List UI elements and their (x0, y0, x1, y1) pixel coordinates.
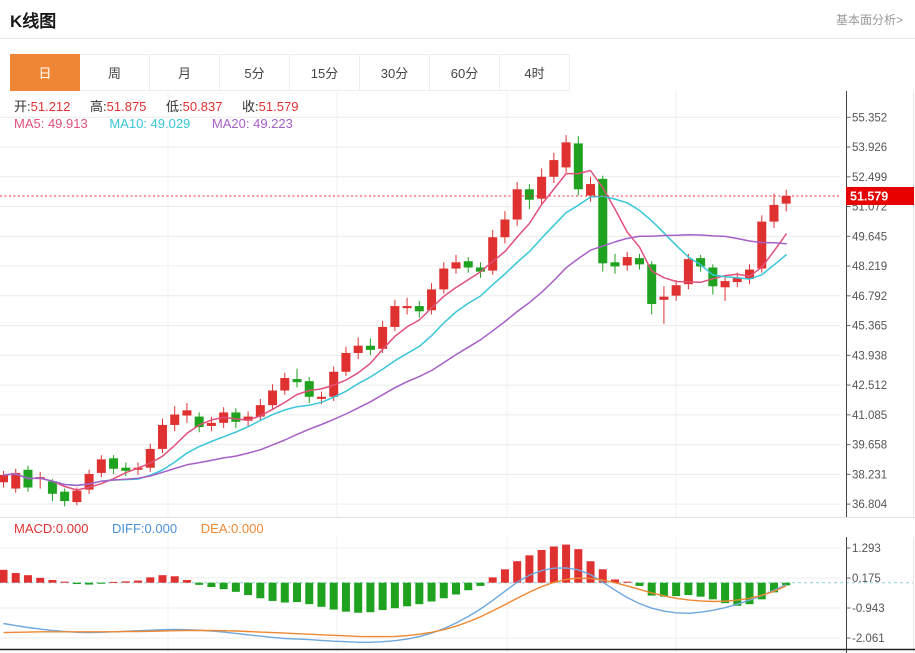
ma20-legend: MA20: 49.223 (211, 116, 293, 131)
tab-日[interactable]: 日 (10, 54, 80, 91)
diff-value-label: DIFF:0.000 (112, 521, 178, 536)
current-price-badge: 51.579 (846, 186, 914, 205)
tab-周[interactable]: 周 (80, 54, 150, 91)
close-value: 51.579 (258, 99, 299, 114)
candles-group (0, 135, 791, 507)
svg-text:53.926: 53.926 (852, 142, 887, 154)
svg-text:55.352: 55.352 (852, 112, 887, 124)
fundamental-analysis-link[interactable]: 基本面分析> (835, 12, 903, 27)
page-title: K线图 (10, 11, 57, 31)
svg-text:46.792: 46.792 (852, 291, 887, 303)
main-chart-area: 开:51.212 高:51.875 低:50.837 收:51.579 MA5:… (0, 91, 915, 517)
svg-text:1.293: 1.293 (852, 543, 881, 555)
svg-text:0.175: 0.175 (852, 573, 881, 585)
tab-15分[interactable]: 15分 (290, 54, 360, 91)
close-label: 收: (242, 99, 259, 114)
low-label: 低: (166, 99, 183, 114)
macd-panel: MACD:0.000 DIFF:0.000 DEA:0.000 1.293 0.1… (0, 517, 915, 653)
svg-text:36.804: 36.804 (852, 499, 888, 511)
candlestick-chart: 55.35253.92652.49951.07249.64548.21946.7… (0, 91, 914, 517)
ma10-line (2, 195, 787, 487)
tab-30分[interactable]: 30分 (360, 54, 430, 91)
ma5-legend: MA5: 49.913 (14, 116, 88, 131)
tab-5分[interactable]: 5分 (220, 54, 290, 91)
ma5-line (2, 169, 787, 491)
tab-月[interactable]: 月 (150, 54, 220, 91)
ma-legend: MA5: 49.913 MA10: 49.029 MA20: 49.223 (14, 116, 311, 131)
macd-gridlines (0, 537, 840, 653)
price-axis-labels: 55.35253.92652.49951.07249.64548.21946.7… (846, 112, 888, 511)
macd-value-label: MACD:0.000 (14, 521, 89, 536)
period-tab-bar: 日周月 5分 15分 30分 60分 4时 (10, 54, 915, 91)
macd-legend: MACD:0.000 DIFF:0.000 DEA:0.000 (14, 521, 284, 536)
high-value: 51.875 (106, 99, 147, 114)
svg-text:42.512: 42.512 (852, 380, 887, 392)
macd-chart: 1.293 0.175 -0.943 -2.061 (0, 537, 915, 653)
svg-text:51.579: 51.579 (850, 189, 888, 203)
high-label: 高: (90, 99, 107, 114)
svg-text:45.365: 45.365 (852, 321, 887, 333)
svg-text:49.645: 49.645 (852, 231, 887, 243)
svg-text:38.231: 38.231 (852, 469, 887, 481)
open-label: 开: (14, 99, 31, 114)
svg-text:41.085: 41.085 (852, 410, 887, 422)
svg-text:-2.061: -2.061 (852, 633, 885, 645)
svg-text:-0.943: -0.943 (852, 603, 885, 615)
tab-4时[interactable]: 4时 (500, 54, 570, 91)
ma10-legend: MA10: 49.029 (109, 116, 191, 131)
macd-axis-labels: 1.293 0.175 -0.943 -2.061 (846, 543, 885, 645)
price-gridlines (0, 91, 840, 517)
dea-line (3, 577, 787, 638)
open-value: 51.212 (30, 99, 71, 114)
page-header: K线图 基本面分析> (0, 0, 915, 39)
ohlc-legend: 开:51.212 高:51.875 低:50.837 收:51.579 (14, 96, 314, 115)
svg-text:48.219: 48.219 (852, 261, 887, 273)
svg-text:39.658: 39.658 (852, 440, 887, 452)
low-value: 50.837 (182, 99, 223, 114)
tab-60分[interactable]: 60分 (430, 54, 500, 91)
dea-value-label: DEA:0.000 (200, 521, 264, 536)
ma20-line (2, 234, 787, 487)
macd-histogram (0, 544, 791, 613)
svg-text:43.938: 43.938 (852, 350, 887, 362)
svg-text:52.499: 52.499 (852, 172, 887, 184)
